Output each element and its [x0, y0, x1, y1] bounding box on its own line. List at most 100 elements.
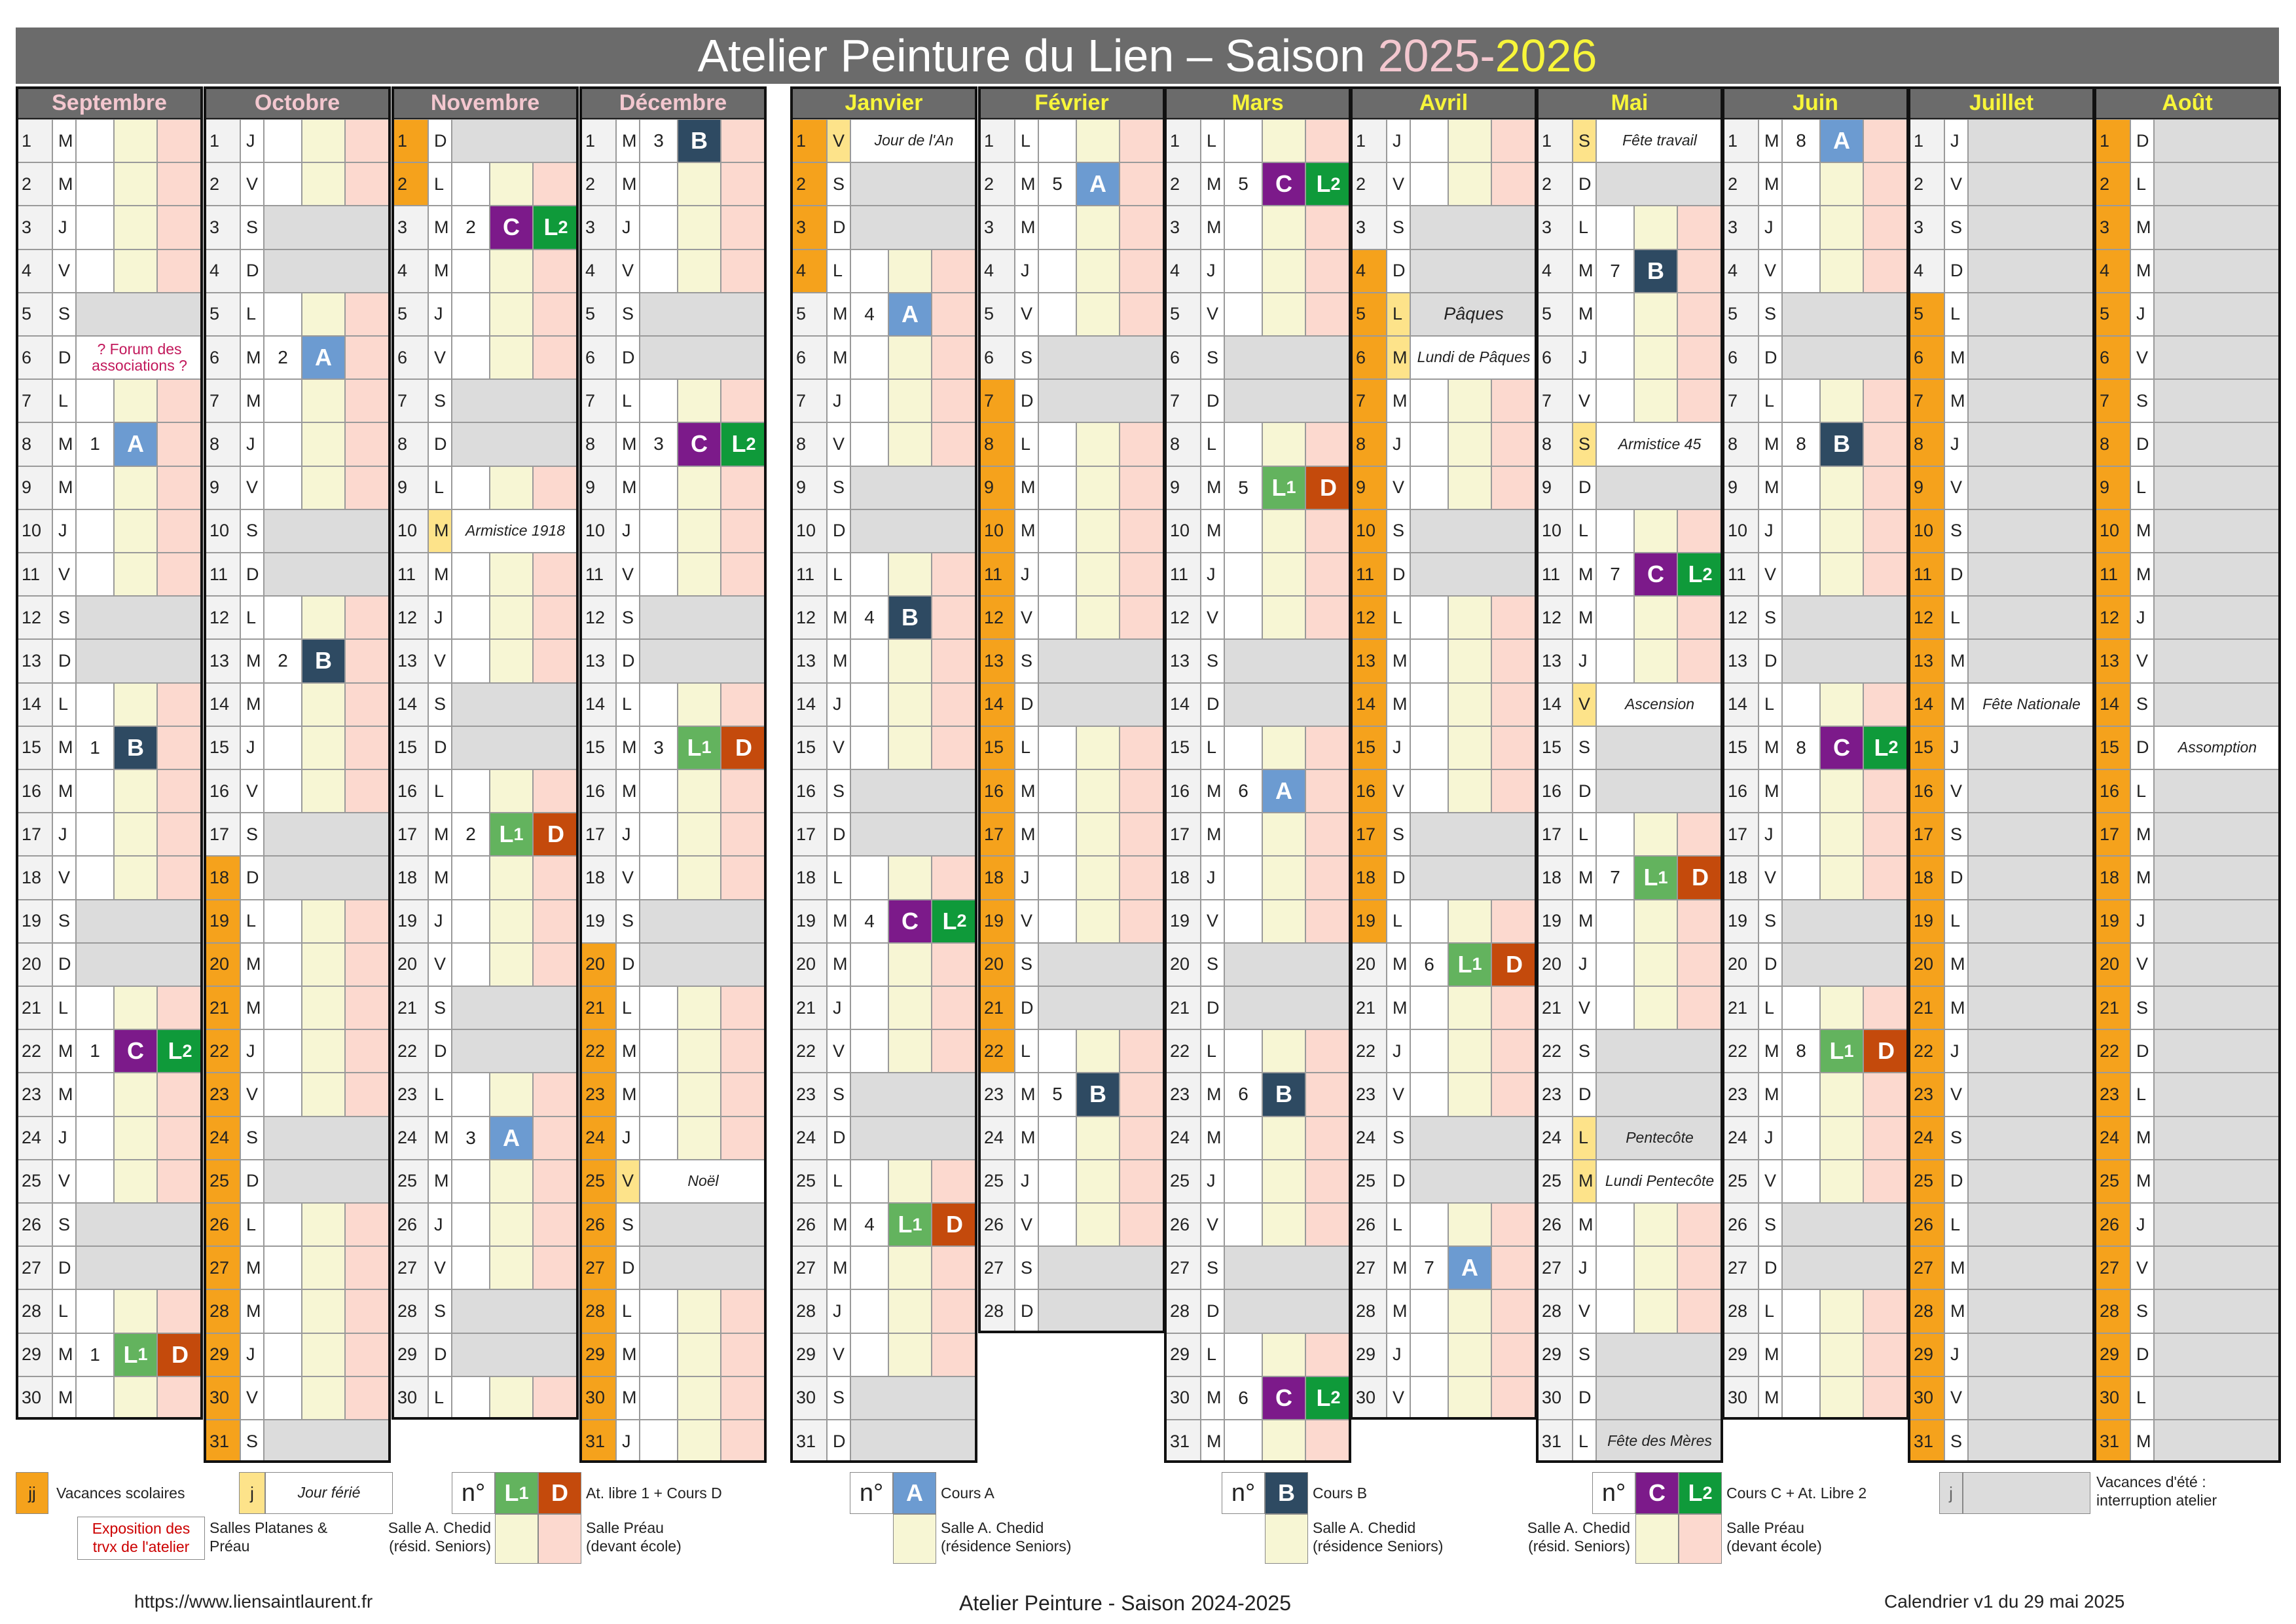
course-number: [1410, 119, 1448, 163]
day-number: 11: [392, 553, 428, 597]
day-of-week: J: [1387, 422, 1410, 466]
legend-d-badge: D: [538, 1472, 581, 1514]
day-number: 11: [1908, 553, 1944, 597]
slot-preau: [533, 899, 579, 943]
day-of-week: D: [428, 726, 452, 769]
day-of-week: D: [1201, 682, 1224, 726]
day-number: 1: [392, 119, 428, 163]
slot-preau: [1677, 1203, 1723, 1247]
day-of-week: M: [827, 1203, 850, 1247]
day-body: [1968, 1073, 2095, 1116]
course-badge-a: A: [490, 1116, 533, 1160]
day-body: [2154, 162, 2281, 206]
slot-preau: [533, 553, 579, 597]
day-number: 30: [1536, 1376, 1573, 1420]
course-number: [850, 1289, 888, 1333]
day-of-week: M: [1015, 466, 1038, 509]
day-number: 15: [1536, 726, 1573, 769]
slot-preau: [1863, 466, 1909, 509]
day-body: [850, 1116, 977, 1160]
day-of-week: M: [1944, 986, 1968, 1030]
course-number: [264, 769, 302, 813]
day-of-week: L: [1758, 1289, 1782, 1333]
day-of-week: S: [1573, 1029, 1596, 1073]
slot-chedid: [114, 1289, 157, 1333]
slot-chedid: [888, 1289, 932, 1333]
day-of-week: J: [52, 509, 76, 553]
day-number: 16: [978, 769, 1015, 813]
day-number: 19: [392, 899, 428, 943]
slot-chedid: [678, 1073, 721, 1116]
legend-a-label: Cours A: [941, 1485, 994, 1502]
course-number: [850, 1159, 888, 1203]
day-of-week: D: [240, 856, 264, 900]
day-number: 6: [204, 336, 240, 380]
day-of-week: S: [428, 379, 452, 423]
day-number: 21: [16, 986, 52, 1030]
slot-chedid: [1448, 986, 1491, 1030]
course-number: [76, 769, 114, 813]
slot-chedid: [1634, 813, 1677, 857]
course-number: [1410, 1203, 1448, 1247]
slot-chedid: [114, 682, 157, 726]
day-number: 19: [1164, 899, 1201, 943]
slot-chedid: [678, 1116, 721, 1160]
day-of-week: M: [1387, 639, 1410, 683]
course-number: [264, 1376, 302, 1420]
day-of-week: L: [1573, 813, 1596, 857]
slot-preau: [533, 249, 579, 293]
day-of-week: D: [1573, 162, 1596, 206]
slot-preau: [1305, 292, 1351, 336]
day-number: 7: [1164, 379, 1201, 423]
day-number: 12: [204, 596, 240, 640]
course-number: [76, 813, 114, 857]
day-body: [1968, 899, 2095, 943]
day-of-week: M: [1387, 336, 1410, 380]
day-note: Lundi de Pâques: [1410, 336, 1537, 380]
slot-chedid: [1262, 899, 1305, 943]
legend-n-l1d: n°: [452, 1472, 495, 1514]
day-number: 1: [2094, 119, 2130, 163]
day-number: 12: [16, 596, 52, 640]
slot-preau: [1491, 379, 1537, 423]
slot-preau: [533, 1376, 579, 1420]
slot-preau: [1677, 379, 1723, 423]
day-of-week: M: [1758, 1376, 1782, 1420]
day-of-week: M: [52, 162, 76, 206]
day-of-week: D: [52, 942, 76, 986]
day-note: Jour de l'An: [850, 119, 977, 163]
day-number: 5: [1350, 292, 1387, 336]
day-body: [1968, 639, 2095, 683]
course-number: 5: [1038, 162, 1076, 206]
day-number: 31: [579, 1420, 616, 1464]
slot-preau: [1863, 856, 1909, 900]
footer-url[interactable]: https://www.liensaintlaurent.fr: [134, 1591, 373, 1612]
course-badge-d: D: [1491, 942, 1537, 986]
slot-chedid: [888, 1333, 932, 1376]
day-number: 4: [579, 249, 616, 293]
day-of-week: D: [827, 206, 850, 249]
course-number: [1224, 292, 1262, 336]
course-number: [1224, 509, 1262, 553]
course-number: [1410, 726, 1448, 769]
day-of-week: J: [240, 1029, 264, 1073]
day-number: 27: [1164, 1246, 1201, 1290]
course-number: [1410, 769, 1448, 813]
day-body: [2154, 769, 2281, 813]
course-number: [1410, 162, 1448, 206]
slot-preau: [1863, 769, 1909, 813]
day-number: 1: [1164, 119, 1201, 163]
slot-chedid: [1820, 986, 1863, 1030]
day-of-week: S: [1573, 119, 1596, 163]
slot-chedid: [1262, 596, 1305, 640]
course-number: [452, 1376, 490, 1420]
day-number: 10: [392, 509, 428, 553]
day-number: 4: [1722, 249, 1758, 293]
day-body: Fête Nationale: [1968, 682, 2095, 726]
day-of-week: M: [827, 596, 850, 640]
day-number: 16: [1722, 769, 1758, 813]
slot-preau: [345, 119, 391, 163]
legend-preau-swatch-4: [1679, 1514, 1722, 1564]
slot-chedid: [678, 682, 721, 726]
